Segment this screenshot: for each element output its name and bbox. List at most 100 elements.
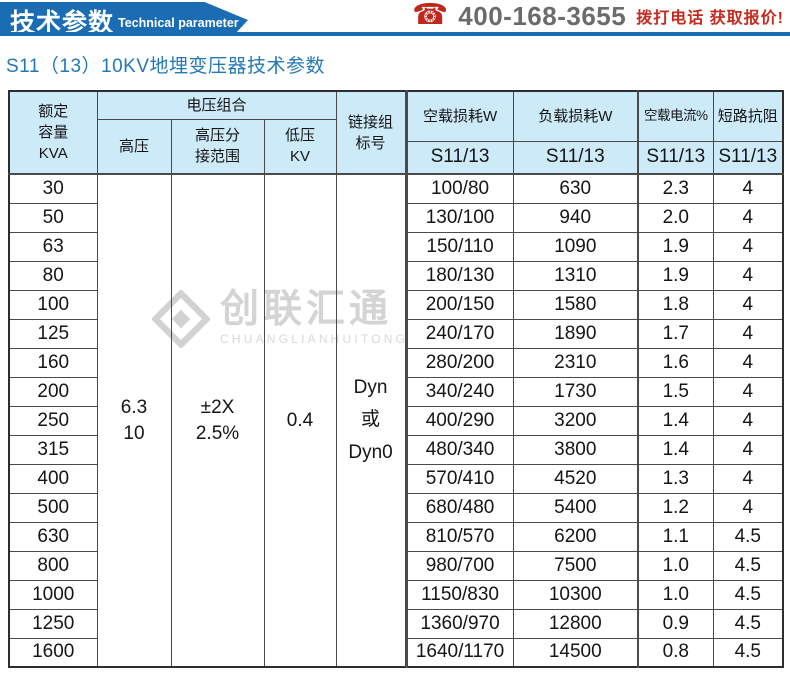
cell-impedance: 4.5 (712, 521, 784, 552)
cell-kva: 50 (8, 202, 98, 233)
cell-kva: 63 (8, 231, 98, 262)
table-row: 400 570/410 4520 1.3 4 (8, 463, 784, 494)
spec-table: 额定 容量 KVA 电压组合 链接组 标号 空载损耗W 负载损耗W 空载电流% … (8, 90, 785, 668)
col-header-model-impedance: S11/13 (712, 140, 784, 175)
phone-number: 400-168-3655 (458, 0, 627, 31)
spec-table-body: 30 6.3 10 ±2X 2.5% 0.4 Dyn 或 Dyn0 100/80 630 2.… (8, 173, 784, 668)
cell-load-loss: 1580 (512, 289, 639, 320)
cell-load-loss: 1730 (512, 376, 639, 407)
cell-no-load-loss: 1150/830 (404, 579, 514, 610)
cell-impedance: 4.5 (712, 579, 784, 610)
cell-load-loss: 3800 (512, 434, 639, 465)
page-title: S11（13）10KV地埋变压器技术参数 (6, 56, 326, 77)
cell-load-loss: 1090 (512, 231, 639, 262)
col-header-hv-tap: 高压分 接范围 (170, 118, 265, 175)
cell-kva: 125 (8, 318, 98, 349)
cell-no-load-current: 1.8 (637, 289, 714, 320)
cell-load-loss: 4520 (512, 463, 639, 494)
cell-no-load-loss: 180/130 (404, 260, 514, 291)
cell-no-load-loss: 200/150 (404, 289, 514, 320)
cell-impedance: 4 (712, 260, 784, 291)
cell-impedance: 4 (712, 434, 784, 465)
cell-no-load-loss: 1360/970 (404, 608, 514, 639)
cell-load-loss: 1310 (512, 260, 639, 291)
cell-kva: 160 (8, 347, 98, 378)
cell-load-loss: 630 (512, 173, 639, 204)
col-header-model-no-load-loss: S11/13 (404, 140, 514, 175)
cell-no-load-current: 1.0 (637, 550, 714, 581)
cell-no-load-loss: 150/110 (404, 231, 514, 262)
cell-load-loss: 14500 (512, 637, 639, 668)
cell-impedance: 4.5 (712, 637, 784, 668)
cell-load-loss: 1890 (512, 318, 639, 349)
cell-lv-merged: 0.4 (263, 173, 337, 668)
cell-kva: 500 (8, 492, 98, 523)
cell-kva: 800 (8, 550, 98, 581)
col-header-impedance: 短路抗阻 (712, 90, 784, 142)
cell-load-loss: 5400 (512, 492, 639, 523)
cell-load-loss: 12800 (512, 608, 639, 639)
cell-kva: 80 (8, 260, 98, 291)
table-row: 1000 1150/830 10300 1.0 4.5 (8, 579, 784, 610)
table-row: 50 130/100 940 2.0 4 (8, 202, 784, 233)
table-row: 100 200/150 1580 1.8 4 (8, 289, 784, 320)
header-row-3: S11/13 S11/13 S11/13 S11/13 (9, 140, 784, 175)
table-row: 200 340/240 1730 1.5 4 (8, 376, 784, 407)
cell-kva: 630 (8, 521, 98, 552)
cell-kva: 30 (8, 173, 98, 204)
col-header-vector-group: 链接组 标号 (335, 90, 407, 175)
col-header-capacity: 额定 容量 KVA (8, 90, 98, 175)
cell-impedance: 4 (712, 463, 784, 494)
cell-load-loss: 940 (512, 202, 639, 233)
cell-kva: 1250 (8, 608, 98, 639)
phone-cta[interactable]: ☎ 400-168-3655 拨打电话 获取报价! (412, 0, 784, 31)
table-row: 630 810/570 6200 1.1 4.5 (8, 521, 784, 552)
col-header-model-no-load-current: S11/13 (637, 140, 714, 175)
cell-kva: 1600 (8, 637, 98, 668)
cell-no-load-current: 1.3 (637, 463, 714, 494)
col-header-voltage-group: 电压组合 (96, 90, 337, 120)
cell-load-loss: 10300 (512, 579, 639, 610)
cell-kva: 100 (8, 289, 98, 320)
col-header-lv: 低压 KV (263, 118, 337, 175)
cell-impedance: 4 (712, 231, 784, 262)
cell-hv-merged: 6.3 10 (96, 173, 172, 668)
cell-vector-merged: Dyn 或 Dyn0 (335, 173, 407, 668)
cell-kva: 400 (8, 463, 98, 494)
header-divider (0, 32, 790, 36)
ribbon-subtitle: Technical parameter (118, 16, 239, 30)
table-row: 30 6.3 10 ±2X 2.5% 0.4 Dyn 或 Dyn0 100/80 630 2.… (8, 173, 784, 668)
col-header-hv: 高压 (96, 118, 172, 175)
phone-cta-text: 拨打电话 获取报价! (636, 10, 784, 27)
table-row: 63 150/110 1090 1.9 4 (8, 231, 784, 262)
cell-no-load-loss: 810/570 (404, 521, 514, 552)
cell-no-load-current: 1.4 (637, 434, 714, 465)
col-header-no-load-current: 空载电流% (637, 90, 714, 142)
col-header-load-loss: 负载损耗W (512, 90, 639, 142)
cell-no-load-current: 2.0 (637, 202, 714, 233)
table-row: 1600 1640/1170 14500 0.8 4.5 (8, 637, 784, 668)
cell-no-load-loss: 100/80 (404, 173, 514, 204)
header-row-1: 额定 容量 KVA 电压组合 链接组 标号 空载损耗W 负载损耗W 空载电流% … (8, 90, 784, 175)
cell-no-load-current: 1.0 (637, 579, 714, 610)
cell-no-load-loss: 680/480 (404, 492, 514, 523)
cell-no-load-current: 1.1 (637, 521, 714, 552)
cell-no-load-current: 1.4 (637, 405, 714, 436)
table-row: 315 480/340 3800 1.4 4 (8, 434, 784, 465)
cell-kva: 1000 (8, 579, 98, 610)
cell-impedance: 4 (712, 289, 784, 320)
phone-icon: ☎ (412, 0, 449, 31)
cell-no-load-loss: 400/290 (404, 405, 514, 436)
table-row: 250 400/290 3200 1.4 4 (8, 405, 784, 436)
cell-no-load-current: 1.9 (637, 260, 714, 291)
cell-no-load-current: 0.9 (637, 608, 714, 639)
cell-impedance: 4.5 (712, 608, 784, 639)
table-row: 800 980/700 7500 1.0 4.5 (8, 550, 784, 581)
cell-impedance: 4 (712, 376, 784, 407)
col-header-no-load-loss: 空载损耗W (404, 90, 514, 142)
cell-no-load-current: 1.7 (637, 318, 714, 349)
cell-load-loss: 2310 (512, 347, 639, 378)
cell-load-loss: 7500 (512, 550, 639, 581)
cell-no-load-loss: 480/340 (404, 434, 514, 465)
